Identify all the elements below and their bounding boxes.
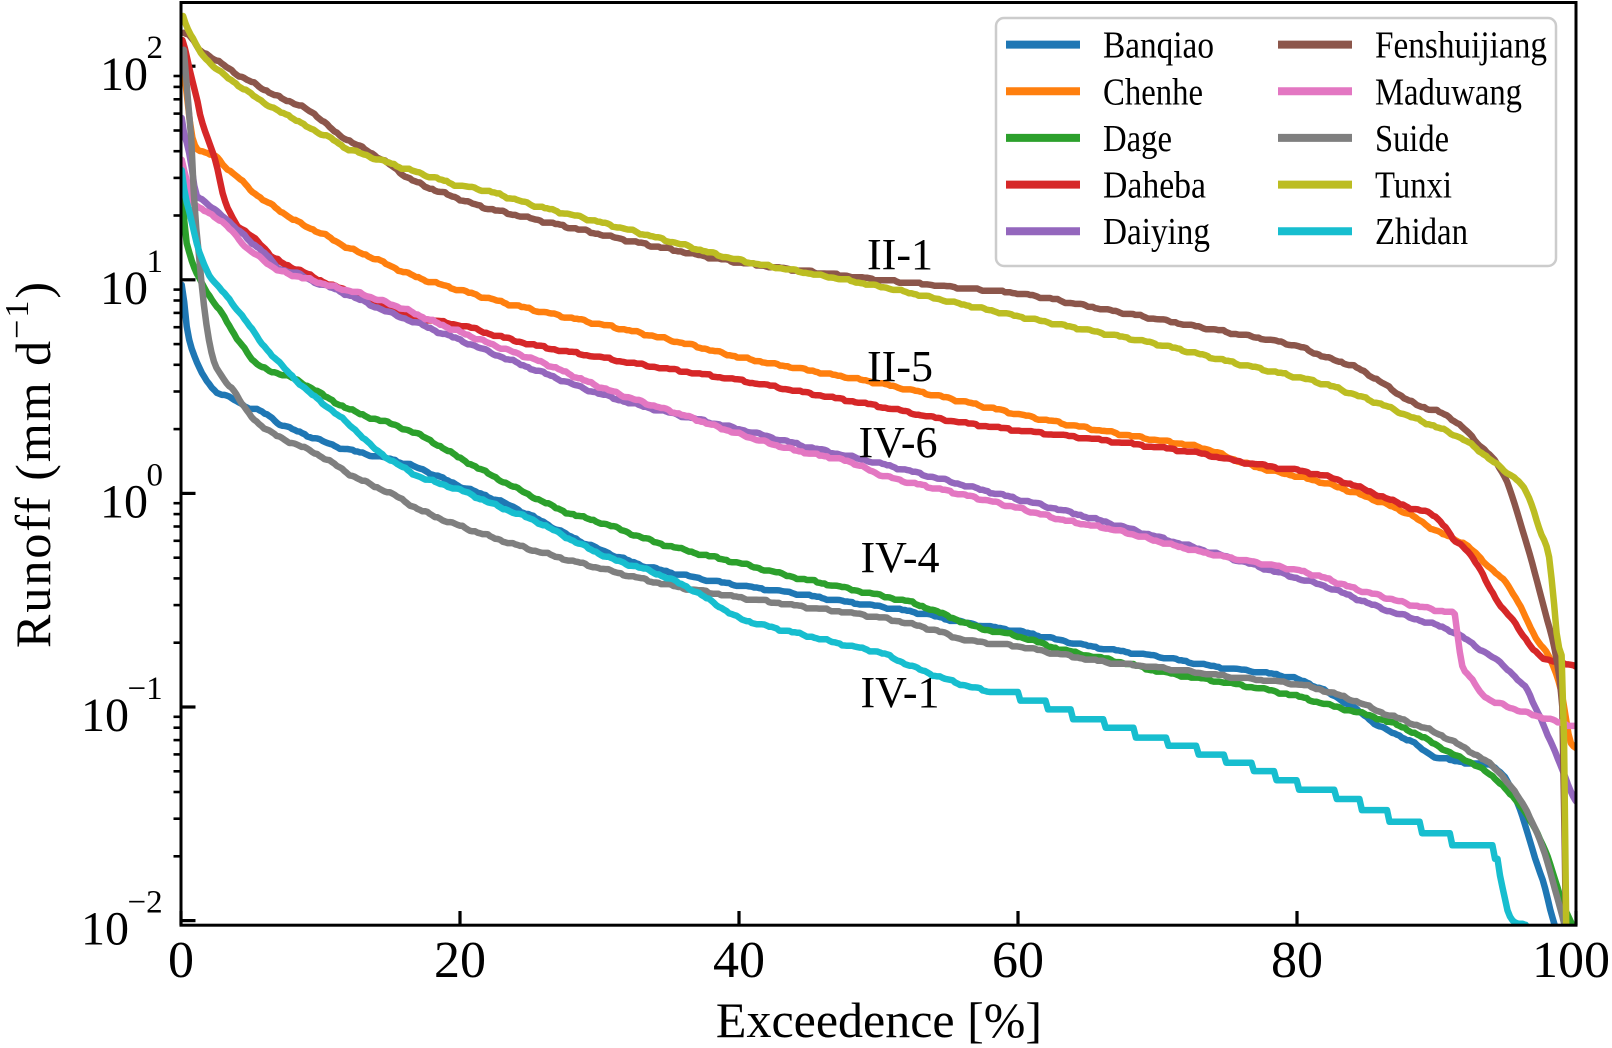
svg-text:Daiying: Daiying xyxy=(1103,211,1210,253)
svg-text:100: 100 xyxy=(1532,932,1610,989)
svg-text:Exceedence [%]: Exceedence [%] xyxy=(716,992,1042,1048)
svg-text:Suide: Suide xyxy=(1375,118,1449,160)
svg-text:10: 10 xyxy=(100,475,148,528)
svg-text:Zhidan: Zhidan xyxy=(1375,211,1468,253)
svg-text:Chenhe: Chenhe xyxy=(1103,71,1203,113)
svg-text:10: 10 xyxy=(81,689,129,742)
svg-text:IV-1: IV-1 xyxy=(860,668,939,717)
svg-text:20: 20 xyxy=(434,932,486,989)
svg-text:2: 2 xyxy=(147,30,164,66)
svg-text:Daheba: Daheba xyxy=(1103,165,1206,207)
svg-text:0: 0 xyxy=(147,457,164,493)
svg-text:10: 10 xyxy=(100,48,148,101)
svg-text:IV-4: IV-4 xyxy=(860,533,939,582)
svg-text:80: 80 xyxy=(1271,932,1323,989)
svg-text:10: 10 xyxy=(100,262,148,315)
svg-text:II-1: II-1 xyxy=(867,230,933,279)
svg-text:40: 40 xyxy=(713,932,765,989)
svg-text:Banqiao: Banqiao xyxy=(1103,25,1214,67)
svg-text:II-5: II-5 xyxy=(867,342,933,391)
svg-text:0: 0 xyxy=(168,932,194,989)
svg-text:1: 1 xyxy=(147,244,164,280)
svg-text:Maduwang: Maduwang xyxy=(1375,71,1522,113)
svg-text:Runoff (mm d−1): Runoff (mm d−1) xyxy=(0,280,61,648)
svg-text:IV-6: IV-6 xyxy=(858,418,937,467)
svg-text:Tunxi: Tunxi xyxy=(1375,165,1452,207)
svg-text:−1: −1 xyxy=(128,671,163,707)
svg-text:60: 60 xyxy=(992,932,1044,989)
svg-text:Fenshuijiang: Fenshuijiang xyxy=(1375,25,1547,67)
svg-text:10: 10 xyxy=(81,903,129,956)
svg-text:Dage: Dage xyxy=(1103,118,1172,160)
svg-text:−2: −2 xyxy=(128,885,163,921)
